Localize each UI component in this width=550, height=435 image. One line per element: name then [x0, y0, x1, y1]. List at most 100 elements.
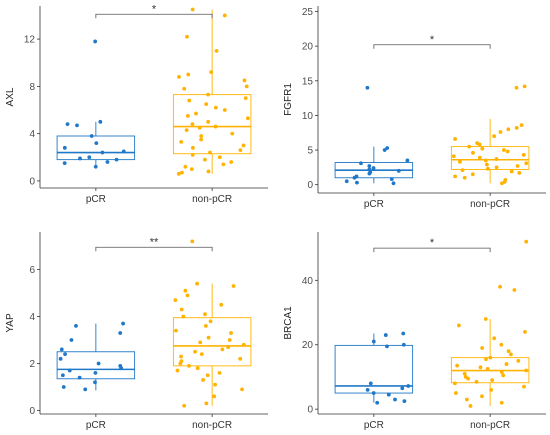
data-point: [61, 385, 66, 389]
data-point: [453, 174, 458, 179]
data-point: [484, 357, 488, 362]
x-tick-label-pcr: pCR: [364, 420, 384, 430]
data-point: [189, 167, 194, 171]
data-point: [178, 361, 183, 366]
data-point: [460, 168, 465, 173]
data-point: [213, 105, 218, 110]
data-point: [344, 179, 349, 184]
data-point: [185, 293, 190, 298]
data-point: [458, 159, 462, 164]
data-point: [197, 125, 202, 130]
data-point: [471, 150, 475, 155]
data-point: [371, 391, 376, 395]
data-point: [231, 284, 236, 288]
data-point: [522, 84, 527, 89]
data-point: [194, 111, 198, 116]
data-point: [524, 368, 529, 373]
data-point: [521, 153, 526, 157]
data-point: [501, 373, 506, 378]
data-point: [478, 365, 483, 370]
box-pcr: [56, 39, 136, 169]
data-point: [213, 124, 218, 129]
data-point: [489, 387, 494, 392]
data-point: [177, 75, 181, 79]
box-iqr: [172, 317, 252, 367]
data-point: [352, 175, 357, 180]
data-point: [455, 363, 460, 368]
data-point: [205, 373, 210, 378]
data-point: [241, 143, 246, 148]
data-point: [498, 284, 502, 289]
y-tick-label: 8: [29, 82, 35, 93]
data-point: [203, 312, 207, 317]
data-point: [516, 358, 521, 363]
data-point: [183, 288, 188, 293]
data-point: [524, 239, 529, 244]
data-point: [480, 346, 485, 350]
data-point: [208, 319, 213, 324]
data-point: [219, 302, 224, 307]
x-tick-label-pcr: pCR: [364, 199, 384, 210]
data-point: [517, 171, 522, 175]
data-point: [386, 392, 391, 397]
data-point: [451, 154, 456, 159]
data-point: [474, 379, 479, 384]
data-point: [179, 140, 184, 144]
y-tick-label: 0: [307, 405, 313, 416]
panel-fgfr1: 0 5 10 15 20 25 FGFR1 pCR non-pCR *: [283, 6, 546, 210]
data-point: [485, 166, 490, 171]
x-tick-label-pcr: pCR: [86, 194, 106, 205]
data-point: [246, 116, 250, 121]
data-point: [477, 155, 482, 160]
data-point: [501, 148, 506, 152]
data-point: [199, 137, 203, 142]
data-point: [199, 134, 204, 138]
data-point: [190, 239, 195, 244]
data-point: [396, 168, 401, 173]
y-tick-label: 12: [24, 35, 36, 46]
data-point: [226, 345, 231, 349]
data-point: [121, 149, 126, 154]
data-point: [477, 142, 482, 147]
data-point: [175, 368, 180, 373]
data-point: [492, 336, 497, 341]
significance-label: **: [150, 236, 159, 248]
box-pcr: [334, 85, 414, 186]
data-point: [499, 400, 504, 405]
data-point: [204, 401, 209, 406]
data-point: [382, 148, 387, 152]
data-point: [182, 86, 187, 91]
data-point: [485, 162, 489, 167]
data-point: [77, 375, 82, 380]
data-point: [114, 157, 119, 162]
data-point: [209, 70, 214, 75]
y-tick-label: 40: [302, 276, 314, 287]
data-point: [184, 128, 189, 132]
data-point: [229, 160, 234, 164]
data-point: [522, 384, 526, 389]
data-point: [371, 339, 376, 344]
y-axis-label: FGFR1: [283, 83, 294, 116]
data-point: [466, 376, 470, 381]
data-point: [212, 394, 217, 399]
significance-label: *: [430, 237, 435, 249]
data-point: [494, 165, 499, 170]
box-non-pcr: [450, 239, 530, 408]
box-non-pcr: [172, 7, 252, 176]
y-tick-label: 10: [302, 111, 314, 122]
data-point: [468, 404, 473, 408]
data-point: [368, 381, 373, 386]
data-point: [498, 130, 503, 134]
data-point: [523, 329, 527, 334]
box-non-pcr: [450, 84, 530, 186]
significance-bracket: *: [95, 3, 213, 19]
data-point: [512, 288, 517, 292]
data-point: [190, 145, 195, 150]
bracket-line: [373, 44, 491, 49]
data-point: [509, 169, 514, 174]
box-iqr: [450, 146, 530, 170]
data-point: [454, 391, 458, 395]
data-point: [456, 323, 461, 328]
panel-yap: 0 2 4 6 YAP pCR non-pCR **: [5, 232, 268, 431]
